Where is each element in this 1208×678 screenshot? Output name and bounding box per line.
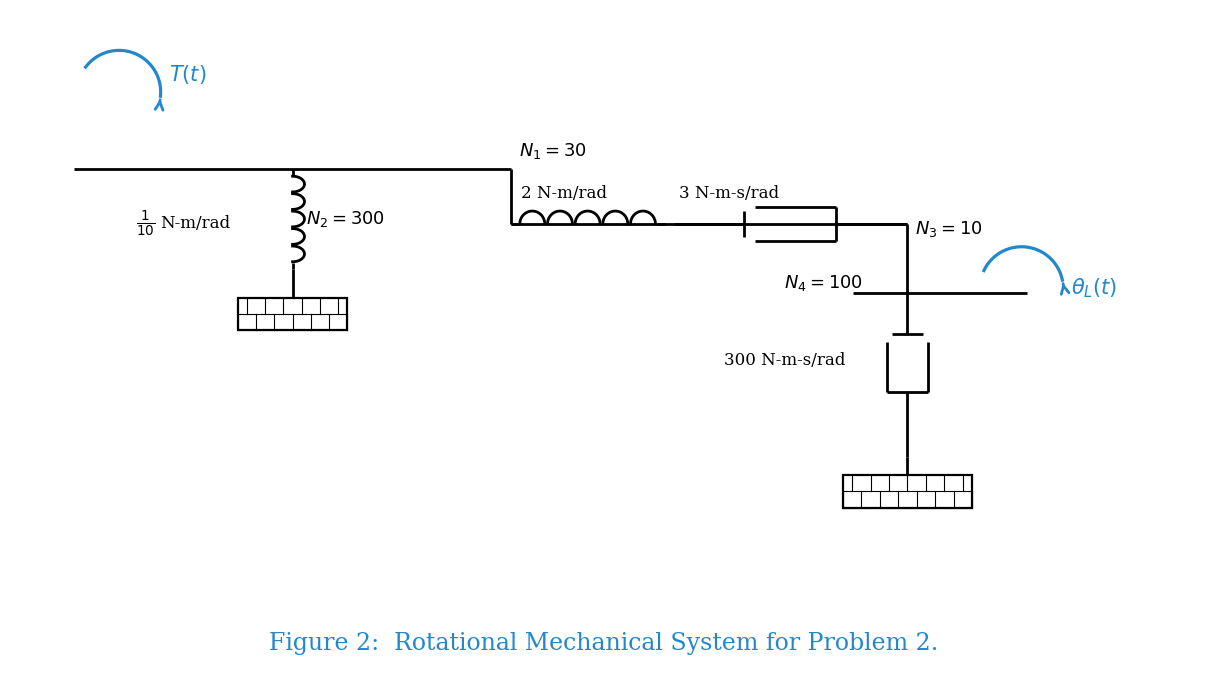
Bar (843, 475, 972, 508)
Text: 2 N-m/rad: 2 N-m/rad (521, 185, 606, 202)
Text: $T(t)$: $T(t)$ (169, 62, 207, 85)
Text: 300 N-m-s/rad: 300 N-m-s/rad (724, 352, 846, 369)
Text: $\theta_L(t)$: $\theta_L(t)$ (1071, 277, 1117, 300)
Text: $N_2 = 300$: $N_2 = 300$ (307, 209, 385, 229)
Text: 3 N-m-s/rad: 3 N-m-s/rad (679, 185, 779, 202)
Text: $N_4 = 100$: $N_4 = 100$ (784, 273, 863, 294)
Text: $N_1 = 30$: $N_1 = 30$ (518, 142, 586, 161)
Bar (238, 298, 347, 330)
Text: $\frac{1}{10}$: $\frac{1}{10}$ (137, 209, 156, 239)
Text: $N_3 = 10$: $N_3 = 10$ (916, 219, 983, 239)
Text: N-m/rad: N-m/rad (159, 216, 230, 233)
Text: Figure 2:  Rotational Mechanical System for Problem 2.: Figure 2: Rotational Mechanical System f… (269, 632, 939, 655)
